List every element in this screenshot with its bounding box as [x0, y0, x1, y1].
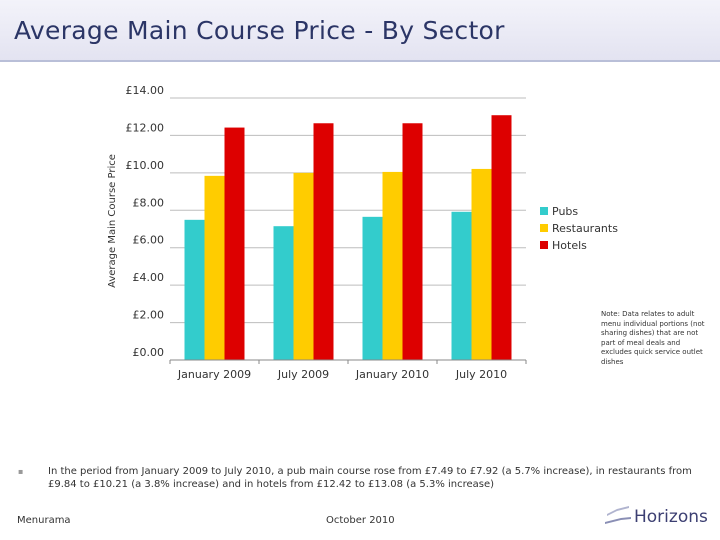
- y-tick-label: £8.00: [133, 196, 165, 209]
- x-tick-label: January 2009: [177, 368, 251, 381]
- x-tick-label: July 2009: [277, 368, 329, 381]
- bar-restaurants-2: [382, 171, 403, 360]
- horizons-logo: Horizons: [603, 500, 708, 532]
- bar-pubs-1: [273, 226, 294, 360]
- y-tick-label: £0.00: [133, 346, 165, 359]
- y-axis-title: Average Main Course Price: [107, 154, 118, 288]
- slide-title: Average Main Course Price - By Sector: [14, 16, 505, 45]
- footer-date: October 2010: [326, 515, 395, 526]
- slide-header: Average Main Course Price - By Sector: [0, 0, 720, 62]
- bar-hotels-2: [402, 123, 423, 360]
- legend-label-pubs: Pubs: [552, 205, 578, 218]
- footer-source: Menurama: [17, 515, 71, 526]
- y-tick-label: £12.00: [126, 121, 165, 134]
- x-tick-label: January 2010: [355, 368, 429, 381]
- legend-swatch-restaurants: [540, 224, 548, 232]
- bar-pubs-3: [451, 211, 472, 360]
- bar-hotels-3: [491, 115, 512, 360]
- y-tick-label: £2.00: [133, 309, 165, 322]
- x-tick-label: July 2010: [455, 368, 507, 381]
- legend-swatch-pubs: [540, 207, 548, 215]
- bar-pubs-2: [362, 216, 383, 360]
- legend-label-restaurants: Restaurants: [552, 222, 618, 235]
- y-tick-label: £14.00: [126, 84, 165, 97]
- summary-text: In the period from January 2009 to July …: [48, 466, 692, 490]
- data-note: Note: Data relates to adult menu individ…: [601, 310, 705, 366]
- y-tick-label: £4.00: [133, 271, 165, 284]
- price-bar-chart: £0.00 £2.00 £4.00 £6.00 £8.00 £10.00 £12.00 £14…: [107, 84, 618, 381]
- bar-hotels-0: [224, 127, 245, 360]
- bar-hotels-1: [313, 123, 334, 360]
- horizons-logo-text: Horizons: [634, 507, 708, 527]
- bar-restaurants-0: [204, 175, 225, 360]
- summary-bullet: ▪ In the period from January 2009 to Jul…: [18, 465, 698, 491]
- y-tick-label: £6.00: [133, 234, 165, 247]
- horizons-logo-mark-icon: [605, 506, 631, 524]
- legend-label-hotels: Hotels: [552, 239, 587, 252]
- bar-restaurants-3: [471, 168, 492, 360]
- bar-restaurants-1: [293, 172, 314, 360]
- legend-swatch-hotels: [540, 241, 548, 249]
- y-tick-label: £10.00: [126, 159, 165, 172]
- bullet-icon: ▪: [18, 467, 24, 476]
- bar-pubs-0: [184, 219, 205, 360]
